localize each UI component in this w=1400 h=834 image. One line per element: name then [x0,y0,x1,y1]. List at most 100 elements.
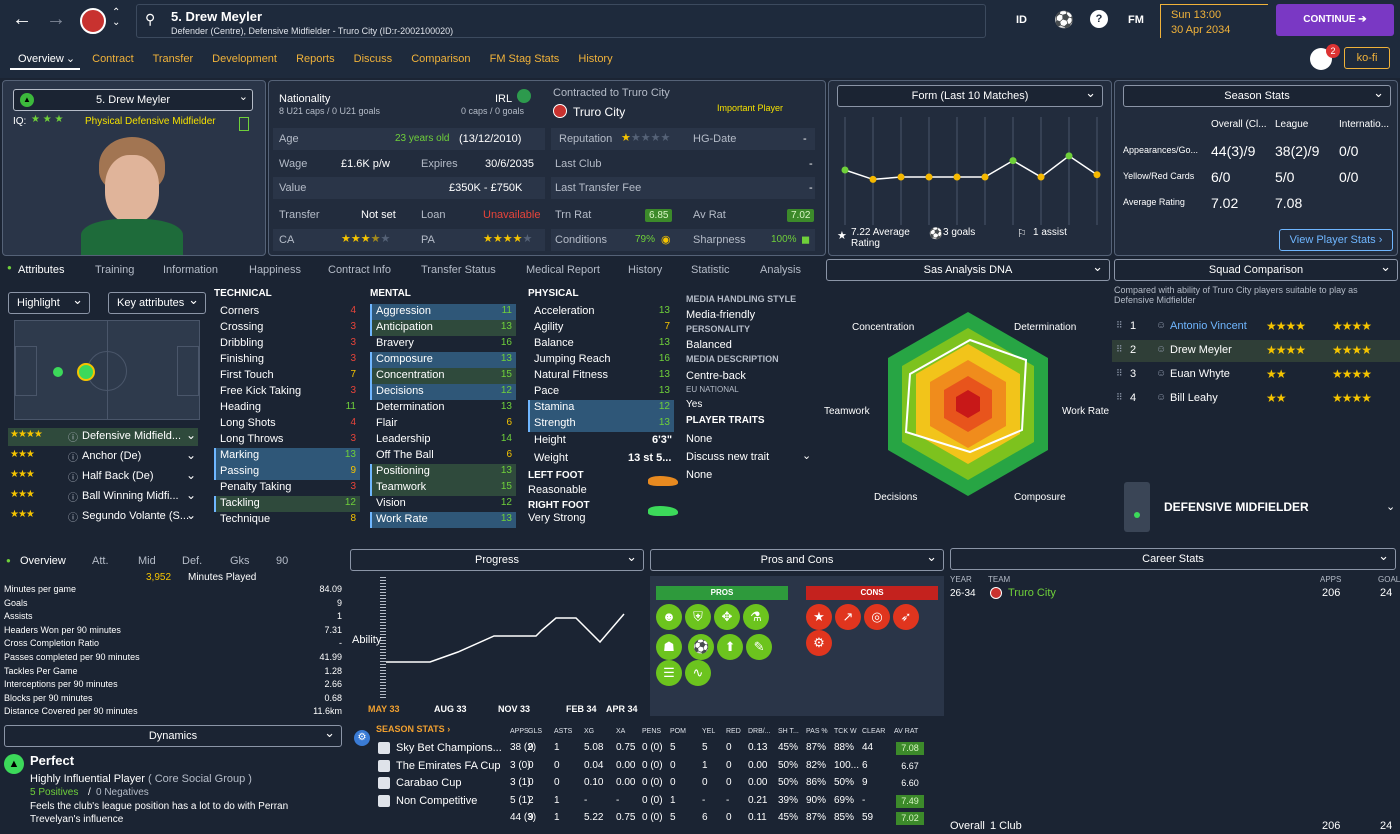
chevron-down-icon[interactable]: ⌄ [186,508,197,522]
season-stats-title[interactable]: SEASON STATS › [376,724,451,734]
season-stats-cell: 85% [834,812,855,823]
pros-cons-dropdown[interactable]: Pros and Cons [650,547,944,571]
squad-player-name[interactable]: Euan Whyte [1170,368,1230,380]
tab-def[interactable]: Def. [182,555,203,567]
squad-row[interactable]: ⠿ 4 ☺ Bill Leahy ★★ ★★★★ [1112,388,1400,410]
club-name: Truro City [573,105,626,119]
nav-history[interactable]: History [578,53,613,65]
overview-stat-label: Passes completed per 90 minutes [4,652,140,662]
discuss-trait-dropdown[interactable]: Discuss new trait [686,451,770,463]
tab-90[interactable]: 90 [276,555,289,567]
tab-statistic[interactable]: Statistic [691,264,730,276]
help-icon[interactable]: ? [1090,10,1108,28]
back-arrow-icon[interactable]: ← [12,8,32,30]
chevron-down-icon[interactable]: ⌄ [186,428,197,442]
pro-icon-8: ✎ [746,634,773,660]
nav-discuss[interactable]: Discuss [353,53,393,65]
competition-name[interactable]: Carabao Cup [396,777,462,789]
tab-attributes[interactable]: Attributes [18,264,65,276]
pro-icon-9: ☰ [656,660,682,686]
chevron-down-icon[interactable]: ⌄ [186,488,197,502]
role-row[interactable]: ★★★★ ⓘ Defensive Midfield... ⌄ [8,428,198,446]
nav-contract[interactable]: Contract [92,53,134,65]
tab-medical-report[interactable]: Medical Report [526,264,600,276]
form-point [1037,173,1045,181]
highlight-dropdown[interactable]: Highlight [8,290,90,314]
con-icon-3: ◎ [864,604,890,630]
tab-contract-info[interactable]: Contract Info [328,264,391,276]
tab-information[interactable]: Information [163,264,219,276]
tab-analysis[interactable]: Analysis [760,264,801,276]
squad-row[interactable]: ⠿ 3 ☺ Euan Whyte ★★ ★★★★ [1112,364,1400,386]
season-stats-rating: 6.67 [896,759,924,773]
tab-history[interactable]: History [628,264,663,276]
tab-transfer-status[interactable]: Transfer Status [421,264,496,276]
tab-happiness[interactable]: Happiness [249,264,301,276]
squad-row[interactable]: ⠿ 1 ☺ Antonio Vincent ★★★★ ★★★★ [1112,316,1400,338]
ca-stars: ★★★★ [1266,319,1306,333]
notification-badge: 2 [1326,44,1340,58]
kofi-button[interactable]: ko-fi [1344,47,1390,69]
attribute-row: Composure 13 [370,352,516,368]
nav-overview[interactable]: Overview [18,53,64,65]
tab-att[interactable]: Att. [92,555,109,567]
continue-button[interactable]: CONTINUE ➔ [1276,4,1394,36]
attribute-value: 3 [350,481,356,492]
season-stats-cell: 0 [726,742,732,753]
form-dropdown[interactable]: Form (Last 10 Matches) [837,83,1103,107]
nav-comparison[interactable]: Comparison [411,53,471,65]
dynamics-dropdown[interactable]: Dynamics [4,723,342,747]
squad-player-name[interactable]: Antonio Vincent [1170,320,1247,332]
id-button[interactable]: ID [1016,14,1027,26]
season-stats-icon: ⚙ [354,730,370,746]
attribute-value: 8 [350,513,356,524]
ca-stars: ★★★★★ [341,233,391,245]
squad-comparison-dropdown[interactable]: Squad Comparison [1114,257,1398,281]
squad-player-name[interactable]: Bill Leahy [1170,392,1218,404]
season-stats-col: AV RAT [894,728,919,735]
competition-name[interactable]: Non Competitive [396,794,478,807]
attribute-value: 13 [658,369,670,380]
squad-row[interactable]: ⠿ 2 ☺ Drew Meyler ★★★★ ★★★★ [1112,340,1400,362]
key-attributes-dropdown[interactable]: Key attributes [108,290,206,314]
season-stats-dropdown[interactable]: Season Stats [1123,83,1391,107]
season-stats-cell: 88% [834,742,855,753]
role-row[interactable]: ★★★ ⓘ Half Back (De) ⌄ [8,468,198,486]
tab-mid[interactable]: Mid [138,555,156,567]
forward-arrow-icon[interactable]: → [46,8,66,30]
chevron-down-icon[interactable]: ⌄ [186,468,197,482]
nav-fm-stag-stats[interactable]: FM Stag Stats [489,53,560,65]
switch-icon[interactable]: ⌃ ⌄ [112,7,121,28]
cons-header: CONS [806,586,938,600]
career-row[interactable]: 26-34 Truro City 206 24 [948,586,1400,604]
view-player-stats-button[interactable]: View Player Stats › [1279,229,1393,251]
chevron-down-icon[interactable]: ⌄ [186,448,197,462]
form-point [1093,171,1101,179]
nav-development[interactable]: Development [212,53,277,65]
role-row[interactable]: ★★★ ⓘ Segundo Volante (S... ⌄ [8,508,198,526]
role-row[interactable]: ★★★ ⓘ Ball Winning Midfi... ⌄ [8,488,198,506]
tab-gks[interactable]: Gks [230,555,250,567]
progress-dropdown[interactable]: Progress [350,547,644,571]
competition-name[interactable]: The Emirates FA Cup [396,759,501,772]
attribute-name: First Touch [220,369,274,381]
career-team[interactable]: Truro City [1008,587,1056,599]
tab-training[interactable]: Training [95,264,135,276]
competition-name[interactable]: Sky Bet Champions... [396,742,502,754]
career-stats-dropdown[interactable]: Career Stats [950,546,1396,570]
career-goals: 24 [1380,587,1393,599]
attribute-name: Natural Fitness [534,369,608,381]
attribute-name: Finishing [220,353,265,365]
player-name-select[interactable]: ▲ 5. Drew Meyler ⌄ [13,89,253,111]
role-row[interactable]: ★★★ ⓘ Anchor (De) ⌄ [8,448,198,466]
fm-button[interactable]: FM [1128,14,1144,26]
nav-transfer[interactable]: Transfer [152,53,194,65]
tab-overview[interactable]: Overview [20,555,66,567]
search-box[interactable]: ⚲ 5. Drew Meyler Defender (Centre), Defe… [136,4,986,38]
nav-menu: Overview ⌄ Contract Transfer Development … [18,53,613,65]
season-stats-table: ⚙ SEASON STATS › APPS GLS ASTS XG XA PENS POM Y… [348,720,944,834]
squad-player-name[interactable]: Drew Meyler [1170,344,1232,356]
nav-reports[interactable]: Reports [296,53,335,65]
dna-dropdown[interactable]: Sas Analysis DNA [826,257,1110,281]
globe-icon[interactable]: ⚽ [1054,12,1074,29]
